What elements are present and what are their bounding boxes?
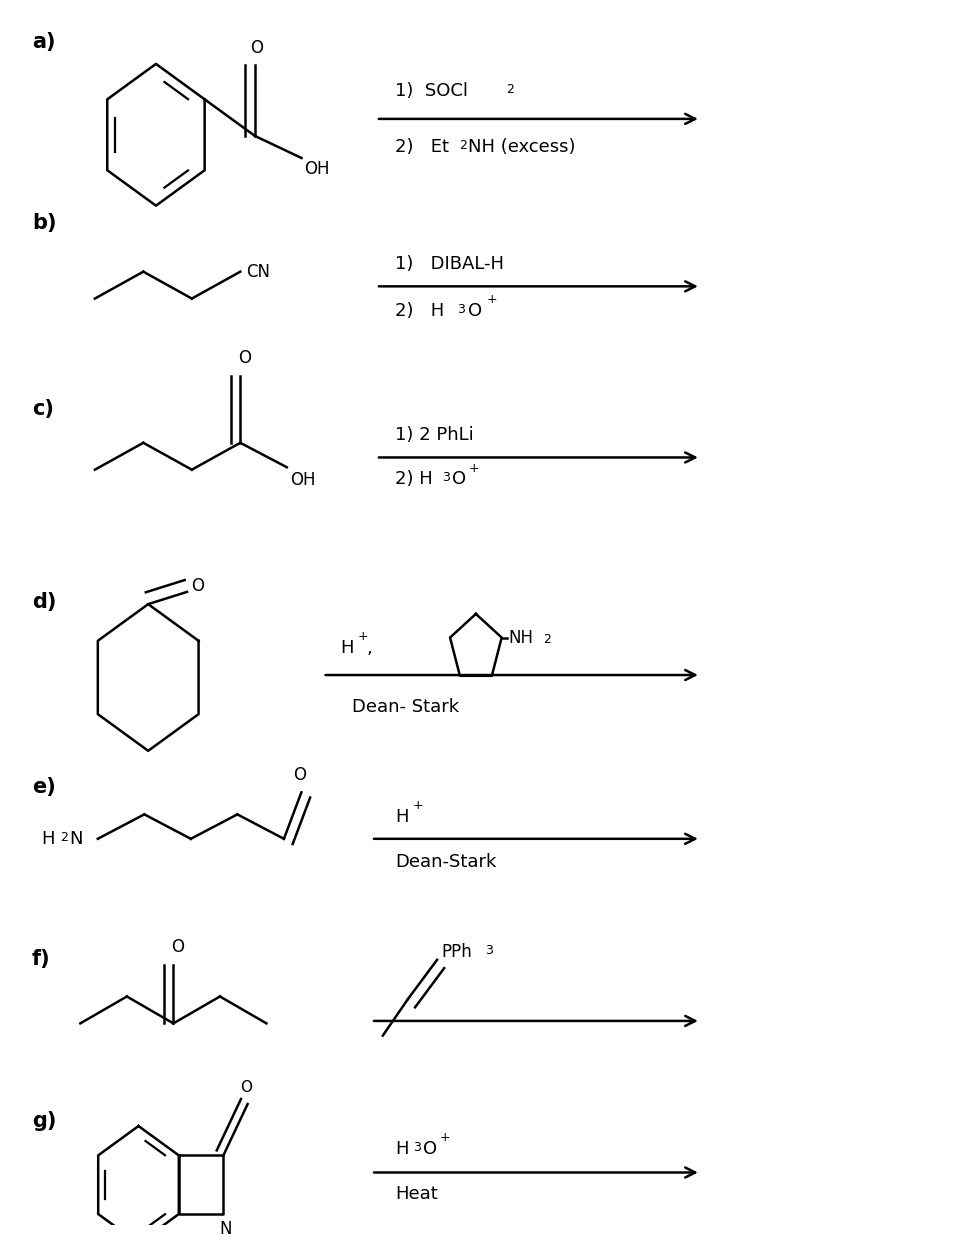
Text: PPh: PPh (441, 944, 472, 961)
Text: H: H (340, 640, 354, 657)
Text: O: O (240, 1081, 252, 1095)
Text: +: + (487, 293, 497, 306)
Text: e): e) (32, 777, 56, 797)
Text: 3: 3 (412, 1141, 421, 1154)
Text: 3: 3 (442, 472, 449, 484)
Text: N: N (69, 830, 83, 848)
Text: +: + (469, 462, 480, 474)
Text: OH: OH (290, 471, 315, 489)
Text: CN: CN (246, 262, 270, 281)
Text: O: O (251, 39, 263, 57)
Text: 2)   H: 2) H (396, 302, 445, 319)
Text: O: O (171, 938, 183, 956)
Text: NH (excess): NH (excess) (468, 138, 575, 156)
Text: NH: NH (509, 628, 533, 647)
Text: 2: 2 (506, 83, 514, 96)
Text: 2)   Et: 2) Et (396, 138, 449, 156)
Text: c): c) (32, 399, 54, 419)
Text: N: N (219, 1220, 232, 1238)
Text: d): d) (32, 591, 57, 612)
Text: H: H (396, 1140, 409, 1159)
Text: +: + (412, 799, 423, 812)
Text: H: H (42, 830, 55, 848)
Text: Dean- Stark: Dean- Stark (352, 698, 459, 715)
Text: O: O (238, 349, 251, 368)
Text: 2: 2 (543, 633, 551, 646)
Text: O: O (191, 576, 204, 595)
Text: b): b) (32, 212, 57, 232)
Text: 2) H: 2) H (396, 471, 433, 488)
Text: O: O (468, 302, 483, 319)
Text: 2: 2 (60, 831, 68, 843)
Text: Heat: Heat (396, 1186, 438, 1203)
Text: O: O (451, 471, 466, 488)
Text: OH: OH (304, 160, 330, 179)
Text: 3: 3 (457, 303, 465, 315)
Text: 1)  SOCl: 1) SOCl (396, 82, 468, 99)
Text: g): g) (32, 1112, 57, 1131)
Text: ,: , (367, 640, 372, 657)
Text: 1)   DIBAL-H: 1) DIBAL-H (396, 256, 504, 273)
Text: 3: 3 (486, 944, 493, 958)
Text: f): f) (32, 949, 51, 969)
Text: H: H (396, 807, 409, 826)
Text: Dean-Stark: Dean-Stark (396, 853, 497, 871)
Text: O: O (422, 1140, 437, 1159)
Text: a): a) (32, 32, 56, 52)
Text: +: + (358, 630, 369, 643)
Text: 1) 2 PhLi: 1) 2 PhLi (396, 426, 474, 445)
Text: +: + (440, 1131, 450, 1144)
Text: O: O (292, 766, 306, 784)
Text: 2: 2 (459, 139, 467, 152)
